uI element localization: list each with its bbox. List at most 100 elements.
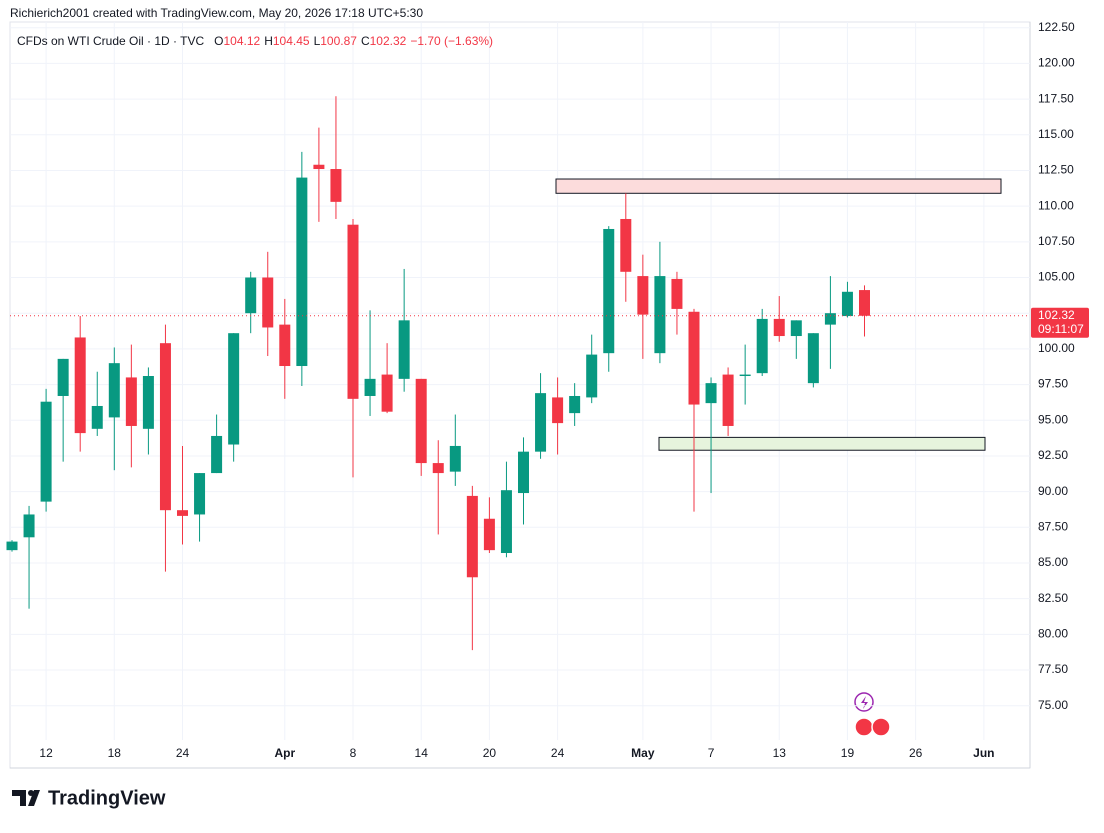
symbol: CFDs on WTI Crude Oil · 1D · TVC (17, 34, 204, 48)
logo-text: TradingView (48, 787, 166, 809)
flag-icon (871, 717, 891, 737)
candle-body (313, 164, 325, 170)
x-tick-label: 18 (108, 746, 122, 760)
candle-body (74, 337, 86, 434)
logo-dot (28, 790, 34, 796)
candle-body (569, 395, 581, 414)
candle-body (279, 324, 291, 367)
candle-body (500, 490, 512, 554)
y-tick-label: 122.50 (1038, 20, 1075, 34)
candle-body (671, 278, 683, 309)
candle-body (518, 451, 529, 494)
candle-body (483, 518, 495, 551)
x-tick-label: Apr (274, 746, 295, 760)
y-tick-label: 105.00 (1038, 270, 1075, 284)
zone (555, 178, 1002, 194)
price-tag-value: 102.32 (1038, 308, 1075, 322)
y-tick-label: 115.00 (1038, 127, 1074, 141)
candle-body (23, 514, 35, 538)
y-tick-label: 87.50 (1038, 519, 1068, 533)
candle-body (637, 276, 649, 315)
candle-body (347, 224, 359, 399)
ohlc-label: H (264, 34, 273, 48)
event-icons (854, 692, 891, 737)
candle-body (449, 445, 461, 472)
y-tick-label: 112.50 (1038, 163, 1074, 177)
candle-body (432, 463, 444, 474)
candle-body (40, 401, 52, 502)
candle-body (807, 333, 819, 384)
y-tick-label: 100.00 (1038, 341, 1075, 355)
ohlc-value: 104.45 (273, 34, 310, 48)
ohlc-value: 100.87 (320, 34, 357, 48)
x-tick-label: 19 (841, 746, 855, 760)
x-tick-label: 24 (176, 746, 190, 760)
y-tick-label: 117.50 (1038, 91, 1074, 105)
candle-body (773, 318, 785, 337)
x-tick-label: 20 (483, 746, 497, 760)
x-tick-label: 12 (39, 746, 53, 760)
candle-body (381, 374, 393, 412)
candle-body (552, 397, 564, 424)
x-tick-label: May (631, 746, 655, 760)
candle-body (211, 435, 223, 474)
candle-body (91, 405, 103, 429)
y-tick-label: 90.00 (1038, 484, 1068, 498)
flag-icon (854, 717, 874, 737)
ohlc-label: L (314, 34, 321, 48)
candle-body (824, 313, 836, 325)
y-tick-label: 120.00 (1038, 56, 1075, 70)
x-tick-label: 24 (551, 746, 565, 760)
x-tick-label: 13 (773, 746, 787, 760)
candle-body (125, 377, 137, 426)
y-tick-label: 110.00 (1038, 198, 1074, 212)
candle-body (6, 541, 18, 551)
candle-body (108, 363, 120, 418)
credit: Richierich2001 created with TradingView.… (10, 6, 423, 20)
candle-body (296, 177, 308, 367)
y-tick-label: 92.50 (1038, 448, 1068, 462)
candle-body (790, 320, 802, 337)
candle-body (194, 473, 206, 515)
candle-body (620, 218, 632, 272)
candle-body (705, 383, 717, 404)
candle-body (859, 290, 870, 316)
legend-header: CFDs on WTI Crude Oil · 1D · TVC O104.12 H… (17, 34, 493, 48)
candle-body (586, 354, 598, 398)
candle-body (756, 318, 768, 374)
x-tick-label: 14 (415, 746, 429, 760)
event-icon-bolt (861, 696, 868, 709)
candle-body (262, 277, 274, 328)
candle-body (415, 378, 427, 464)
y-tick-label: 107.50 (1038, 234, 1075, 248)
y-tick-label: 95.00 (1038, 412, 1068, 426)
candle-body (245, 277, 257, 314)
candle-body (688, 311, 700, 405)
price-tag-countdown: 09:11:07 (1038, 322, 1084, 336)
candle-body (330, 169, 342, 202)
candle-body (398, 320, 410, 379)
x-tick-label: 8 (350, 746, 357, 760)
candle-body (603, 228, 615, 354)
change: −1.70 (−1.63%) (410, 34, 493, 48)
y-tick-label: 97.50 (1038, 377, 1068, 391)
y-tick-label: 75.00 (1038, 698, 1068, 712)
candle-body (142, 376, 154, 429)
candle-body (159, 343, 171, 511)
y-tick-label: 82.50 (1038, 591, 1068, 605)
zone (658, 436, 986, 451)
logo: TradingView (12, 787, 166, 809)
candle-body (177, 510, 188, 516)
ohlc-label: O (214, 34, 223, 48)
candle-body (535, 393, 547, 452)
candle-body (722, 374, 734, 426)
candle-body (466, 495, 478, 578)
price-tag (1031, 307, 1089, 338)
y-tick-label: 77.50 (1038, 662, 1068, 676)
ohlc-label: C (361, 34, 370, 48)
y-tick-label: 85.00 (1038, 555, 1068, 569)
candle-body (364, 378, 376, 396)
x-tick-label: 7 (708, 746, 715, 760)
